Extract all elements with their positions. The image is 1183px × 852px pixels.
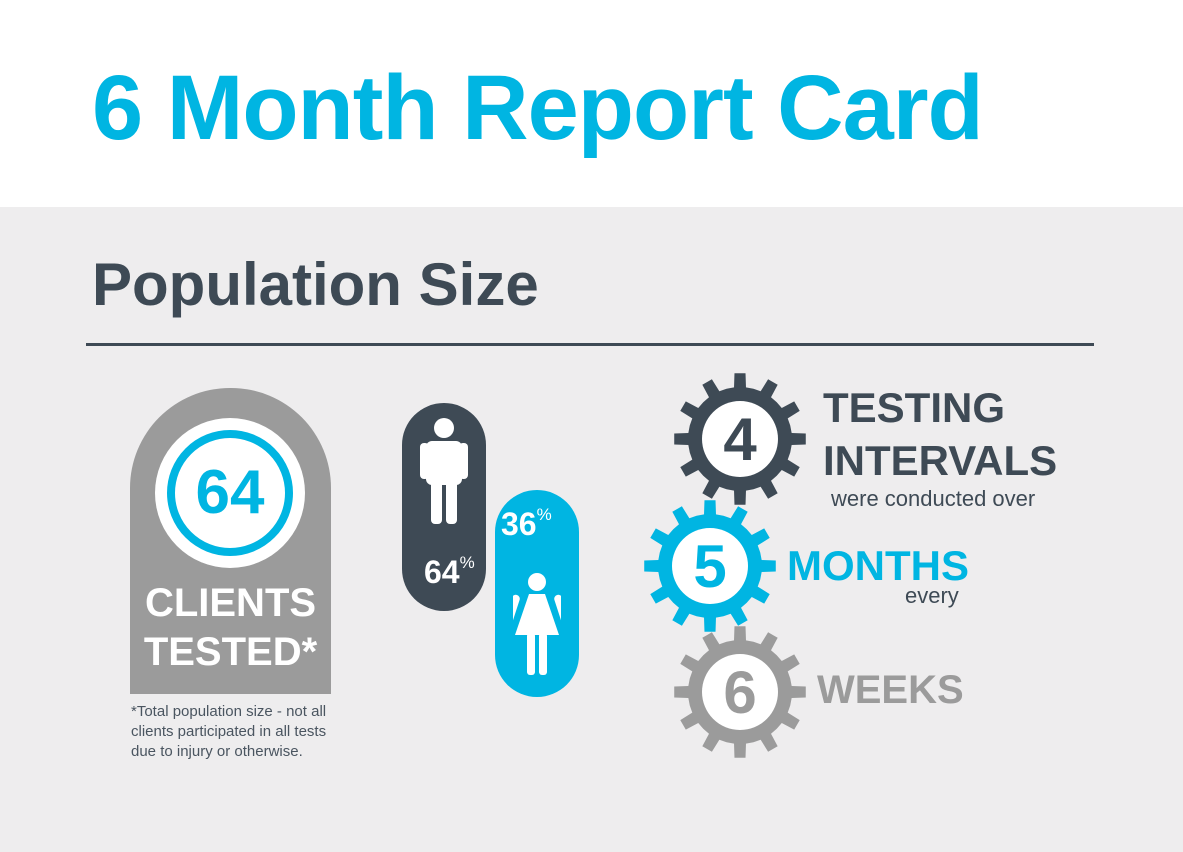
clients-count-ring-inner — [167, 430, 293, 556]
intervals-label-line1: TESTING — [823, 384, 1006, 431]
section-divider — [86, 343, 1094, 346]
weeks-number: 6 — [723, 659, 757, 726]
male-percent-value: 64 — [424, 554, 460, 590]
clients-count: 64 — [195, 458, 265, 527]
gear-icon — [674, 373, 806, 505]
intervals-number: 4 — [723, 406, 757, 473]
female-percent-value: 36 — [501, 506, 537, 542]
male-icon — [420, 418, 468, 524]
male-percent-unit: % — [459, 553, 475, 572]
gear-center — [672, 528, 748, 604]
population-footnote: *Total population size - not all clients… — [131, 703, 327, 760]
months-number: 5 — [693, 533, 727, 600]
gear-icon — [674, 626, 806, 758]
female-percent: 36% — [501, 505, 552, 542]
months-label: MONTHS — [787, 542, 969, 589]
page-title: 6 Month Report Card — [92, 57, 984, 159]
female-pill — [495, 490, 579, 697]
female-icon — [513, 573, 561, 675]
clients-label-line2: TESTED* — [143, 630, 318, 674]
weeks-label: WEEKS — [817, 668, 964, 712]
clients-label-line1: CLIENTS — [144, 581, 317, 625]
gear-center — [702, 654, 778, 730]
female-percent-unit: % — [536, 505, 552, 524]
months-caption: every — [905, 583, 959, 608]
section-title: Population Size — [92, 251, 539, 318]
gear-center — [702, 401, 778, 477]
intervals-label-line2: INTERVALS — [823, 437, 1058, 484]
male-percent: 64% — [424, 553, 475, 590]
intervals-caption: were conducted over — [831, 486, 1036, 511]
gear-icon — [644, 500, 776, 632]
